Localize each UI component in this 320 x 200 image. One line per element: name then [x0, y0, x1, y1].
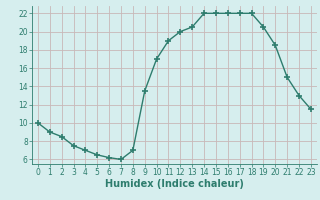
X-axis label: Humidex (Indice chaleur): Humidex (Indice chaleur) [105, 179, 244, 189]
